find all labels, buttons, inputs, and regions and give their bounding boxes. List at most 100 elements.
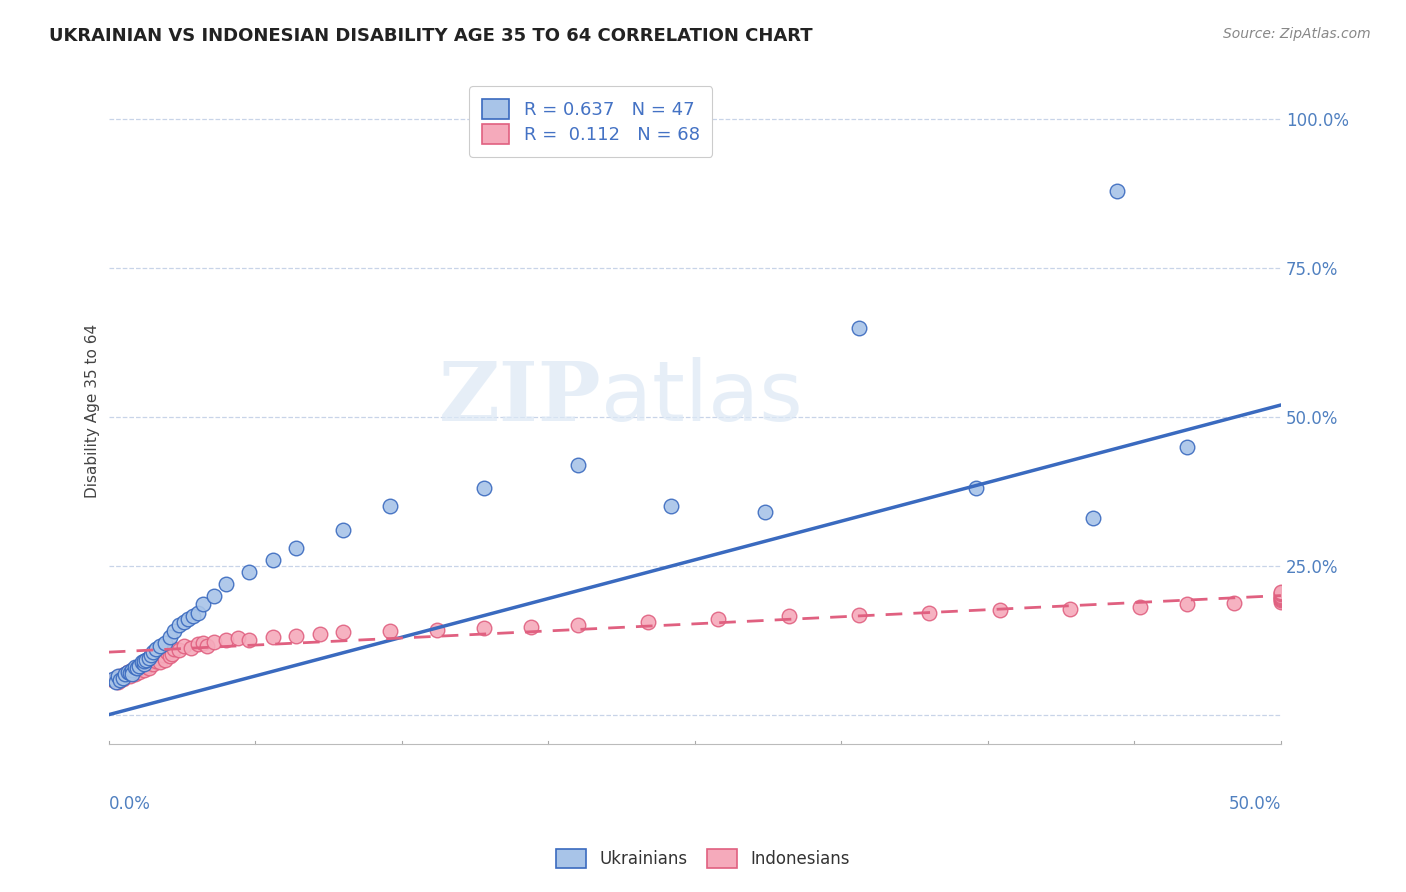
Point	[110, 673, 132, 687]
Point	[567, 618, 589, 632]
Point	[124, 667, 146, 681]
Point	[262, 553, 284, 567]
Point	[1270, 586, 1292, 600]
Point	[472, 621, 495, 635]
Point	[848, 320, 870, 334]
Point	[135, 653, 157, 667]
Point	[637, 615, 659, 630]
Point	[114, 667, 136, 681]
Point	[114, 667, 136, 681]
Point	[103, 673, 125, 687]
Point	[121, 667, 143, 681]
Point	[177, 612, 200, 626]
Point	[187, 607, 209, 621]
Point	[118, 669, 141, 683]
Point	[104, 674, 127, 689]
Point	[195, 639, 218, 653]
Point	[104, 671, 127, 685]
Legend: Ukrainians, Indonesians: Ukrainians, Indonesians	[550, 843, 856, 875]
Point	[378, 500, 401, 514]
Point	[103, 672, 125, 686]
Point	[778, 609, 800, 624]
Point	[285, 541, 308, 555]
Point	[107, 669, 129, 683]
Point	[988, 603, 1011, 617]
Point	[238, 633, 260, 648]
Point	[111, 672, 134, 686]
Text: 50.0%: 50.0%	[1229, 795, 1281, 813]
Point	[125, 661, 148, 675]
Point	[215, 633, 238, 648]
Point	[139, 655, 162, 669]
Point	[163, 624, 186, 639]
Point	[215, 576, 238, 591]
Point	[308, 627, 330, 641]
Point	[226, 632, 249, 646]
Text: 0.0%: 0.0%	[108, 795, 150, 813]
Point	[167, 618, 190, 632]
Point	[1270, 590, 1292, 604]
Point	[180, 640, 202, 655]
Point	[128, 658, 150, 673]
Point	[1270, 587, 1292, 601]
Point	[567, 458, 589, 472]
Point	[145, 654, 167, 668]
Text: ZIP: ZIP	[439, 358, 602, 438]
Point	[187, 637, 209, 651]
Point	[1270, 591, 1292, 605]
Point	[146, 651, 169, 665]
Point	[132, 657, 155, 671]
Point	[117, 665, 139, 679]
Point	[1129, 600, 1152, 615]
Point	[124, 660, 146, 674]
Point	[156, 645, 179, 659]
Text: UKRAINIAN VS INDONESIAN DISABILITY AGE 35 TO 64 CORRELATION CHART: UKRAINIAN VS INDONESIAN DISABILITY AGE 3…	[49, 27, 813, 45]
Point	[131, 660, 153, 674]
Point	[132, 654, 155, 668]
Point	[426, 623, 449, 637]
Point	[1175, 598, 1198, 612]
Point	[153, 653, 176, 667]
Point	[135, 658, 157, 673]
Point	[202, 589, 225, 603]
Point	[1270, 592, 1292, 607]
Point	[707, 612, 730, 626]
Point	[191, 598, 214, 612]
Point	[132, 657, 155, 671]
Text: atlas: atlas	[602, 357, 803, 438]
Text: Source: ZipAtlas.com: Source: ZipAtlas.com	[1223, 27, 1371, 41]
Point	[1270, 589, 1292, 603]
Point	[152, 648, 174, 662]
Point	[132, 663, 155, 677]
Point	[125, 661, 148, 675]
Point	[332, 625, 354, 640]
Point	[153, 636, 176, 650]
Point	[107, 674, 129, 689]
Point	[121, 663, 143, 677]
Point	[111, 671, 134, 685]
Point	[142, 645, 165, 659]
Y-axis label: Disability Age 35 to 64: Disability Age 35 to 64	[86, 324, 100, 498]
Point	[191, 636, 214, 650]
Point	[1270, 594, 1292, 608]
Point	[149, 639, 172, 653]
Point	[145, 642, 167, 657]
Point	[163, 642, 186, 657]
Point	[1270, 593, 1292, 607]
Point	[159, 649, 181, 664]
Point	[1270, 585, 1292, 599]
Point	[238, 565, 260, 579]
Point	[167, 643, 190, 657]
Point	[1175, 440, 1198, 454]
Point	[118, 665, 141, 680]
Point	[173, 639, 195, 653]
Point	[1105, 184, 1128, 198]
Point	[139, 653, 162, 667]
Point	[142, 657, 165, 671]
Point	[121, 665, 143, 680]
Point	[519, 619, 541, 633]
Point	[262, 630, 284, 644]
Legend: R = 0.637   N = 47, R =  0.112   N = 68: R = 0.637 N = 47, R = 0.112 N = 68	[470, 87, 713, 157]
Point	[1083, 511, 1105, 525]
Point	[117, 665, 139, 679]
